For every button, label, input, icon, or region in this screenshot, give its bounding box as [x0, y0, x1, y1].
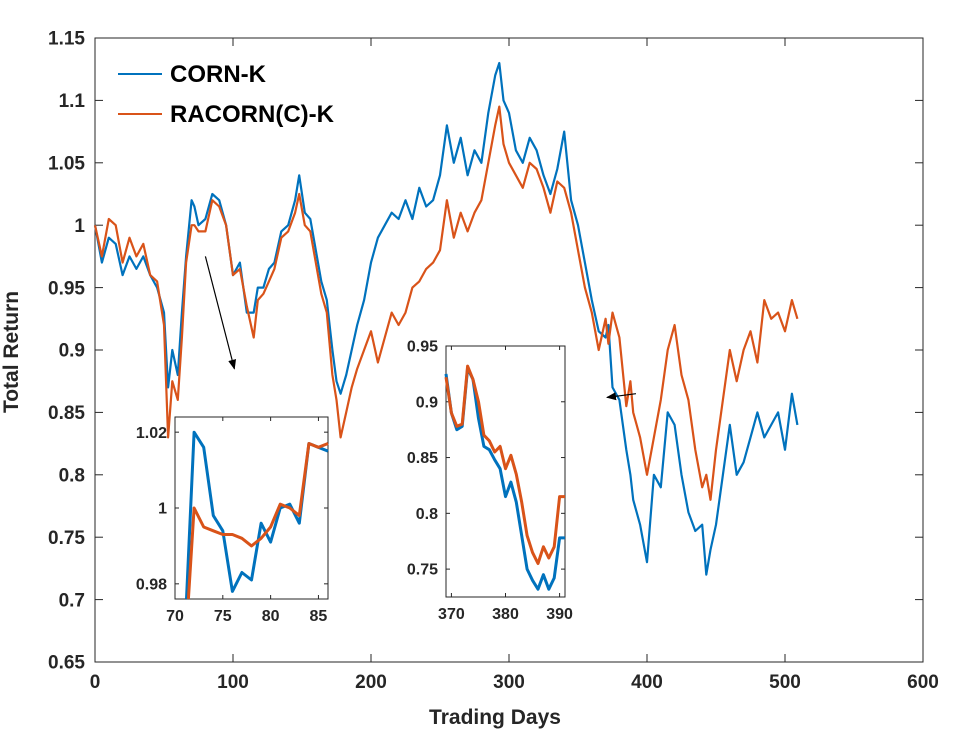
annotation-arrows [204, 256, 637, 401]
inset-right-ticks: 370 380 390 0.75 0.8 0.85 0.9 0.95 [407, 339, 573, 623]
inset-right: 370 380 390 0.75 0.8 0.85 0.9 0.95 [407, 339, 573, 623]
inset-left-y-tick-label: 1.02 [136, 425, 167, 442]
main-series-racorn-c-k [93, 105, 799, 501]
main-y-tick-label: 0.75 [48, 528, 85, 549]
inset-left-series-racorn-c-k [186, 442, 329, 600]
main-y-tick-label: 0.8 [59, 465, 85, 486]
inset-left-x-tick-label: 75 [214, 608, 232, 625]
inset-right-series-racorn-c-k [444, 364, 565, 565]
main-y-tick-label: 1.15 [48, 29, 85, 50]
main-y-tick-label: 0.7 [59, 590, 85, 611]
main-x-tick-label: 200 [355, 672, 387, 693]
main-lines [93, 61, 799, 576]
inset-right-y-tick-label: 0.95 [407, 339, 438, 356]
inset-right-x-tick-label: 370 [438, 606, 465, 623]
main-y-tick-label: 0.65 [48, 653, 85, 674]
inset-left-y-tick-label: 0.98 [136, 576, 167, 593]
legend-label-racorn-c-k: RACORN(C)-K [170, 101, 335, 128]
annotation-arrow-2 [605, 392, 637, 401]
main-y-tick-label: 0.95 [48, 278, 85, 299]
inset-right-y-tick-label: 0.75 [407, 562, 438, 579]
main-x-tick-label: 600 [907, 672, 939, 693]
inset-left-y-tick-label: 1 [158, 501, 167, 518]
annotation-arrow-1 [204, 256, 237, 370]
y-axis-label: Total Return [0, 291, 23, 413]
main-x-tick-label: 500 [769, 672, 801, 693]
main-y-tick-label: 1.1 [59, 91, 86, 112]
inset-left: 70 75 80 85 0.98 1 1.02 [136, 416, 329, 625]
main-y-tick-label: 1.05 [48, 153, 85, 174]
inset-left-x-tick-label: 80 [262, 608, 280, 625]
inset-left-lines [185, 430, 329, 600]
main-x-tick-label: 0 [90, 672, 101, 693]
legend-label-corn-k: CORN-K [170, 61, 267, 88]
main-y-tick-label: 0.9 [59, 341, 85, 362]
main-x-tick-label: 300 [493, 672, 525, 693]
main-x-tick-label: 400 [631, 672, 663, 693]
inset-right-y-tick-label: 0.9 [416, 394, 438, 411]
inset-right-lines [444, 364, 565, 591]
main-y-tick-label: 1 [74, 216, 85, 237]
inset-right-x-tick-label: 390 [546, 606, 573, 623]
inset-right-y-tick-label: 0.85 [407, 450, 438, 467]
inset-right-y-tick-label: 0.8 [416, 506, 438, 523]
x-axis-label: Trading Days [429, 706, 561, 729]
main-series-corn-k [93, 61, 799, 576]
inset-left-x-tick-label: 70 [166, 608, 184, 625]
main-y-tick-label: 0.85 [48, 403, 85, 424]
inset-left-x-tick-label: 85 [310, 608, 328, 625]
main-ticks: 0 100 200 300 400 500 600 0.65 0.7 0.75 0.8 0.85 0.9… [48, 29, 939, 693]
main-x-tick-label: 100 [217, 672, 249, 693]
legend: CORN-K RACORN(C)-K [118, 61, 335, 128]
inset-right-frame [445, 345, 566, 598]
inset-left-ticks: 70 75 80 85 0.98 1 1.02 [136, 417, 328, 625]
inset-right-x-tick-label: 380 [492, 606, 519, 623]
